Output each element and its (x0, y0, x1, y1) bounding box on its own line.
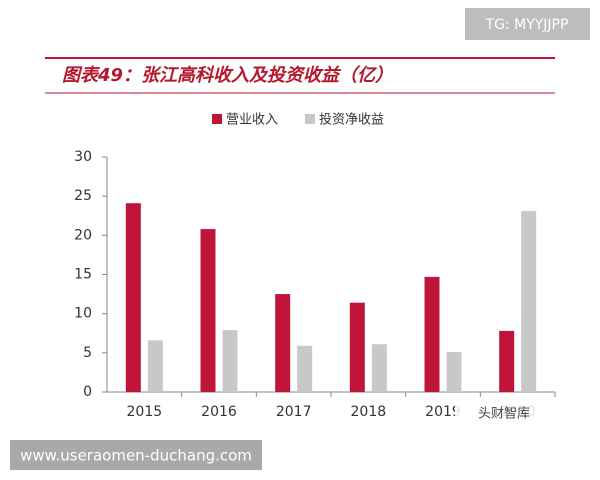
x-tick-label: 2016 (201, 404, 237, 420)
bar (275, 294, 291, 392)
bar (349, 302, 365, 392)
y-tick-label: 25 (74, 188, 92, 204)
bar (499, 330, 515, 392)
logo: 头财智库 (478, 406, 530, 422)
y-tick-label: 20 (74, 227, 92, 243)
x-tick-label: 2017 (276, 404, 312, 420)
y-tick-label: 5 (83, 345, 92, 361)
url-watermark: www.useraomen-duchang.com (20, 447, 252, 465)
x-tick-label: 2018 (351, 404, 387, 420)
bar (147, 340, 163, 392)
bar (446, 352, 462, 392)
bar (521, 211, 537, 392)
chart-title: 图表49：张江高科收入及投资收益（亿） (62, 65, 393, 86)
bar (222, 330, 238, 392)
bar (297, 345, 313, 392)
legend-swatch (305, 114, 315, 124)
bar (200, 229, 216, 392)
y-tick-label: 0 (83, 384, 92, 400)
logo-bg (455, 402, 555, 424)
y-tick-label: 30 (74, 149, 92, 165)
bar (125, 203, 141, 392)
watermark: TG: MYYJJPP (485, 17, 569, 33)
x-tick-label: 2019 (425, 404, 461, 420)
y-tick-label: 10 (74, 306, 92, 322)
bar (371, 344, 387, 392)
legend-label: 营业收入 (226, 113, 278, 128)
bar (424, 276, 440, 392)
x-tick-label: 2015 (127, 404, 163, 420)
watermark-box (465, 8, 590, 40)
url-box (10, 440, 262, 470)
y-tick-label: 15 (74, 267, 92, 283)
legend-swatch (212, 114, 222, 124)
legend-label: 投资净收益 (319, 112, 384, 128)
